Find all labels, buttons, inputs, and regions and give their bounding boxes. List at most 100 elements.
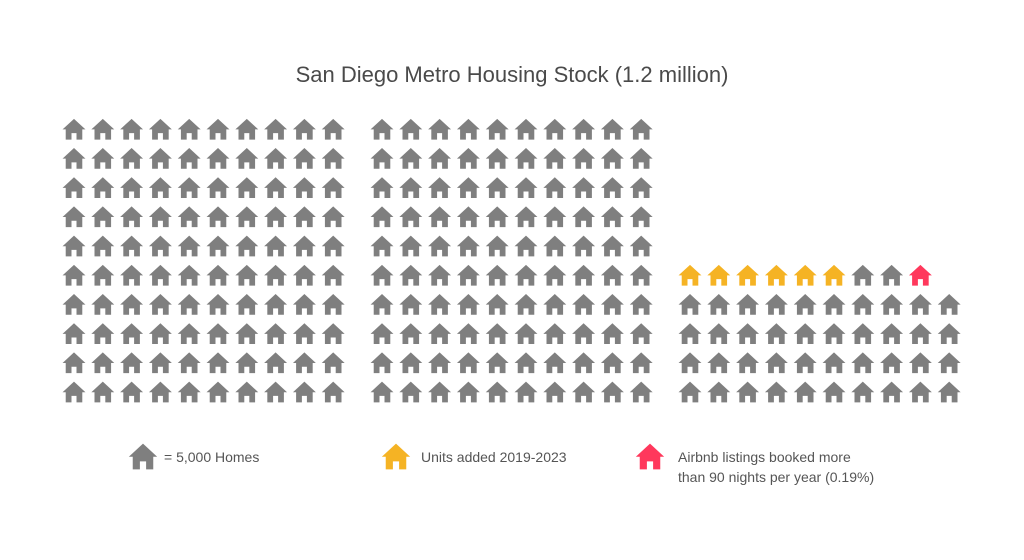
- house-icon: [206, 235, 230, 257]
- house-icon: [764, 294, 788, 315]
- chart-title: San Diego Metro Housing Stock (1.2 milli…: [296, 62, 729, 87]
- house-icon: [851, 264, 875, 286]
- house-icon: [91, 323, 115, 344]
- house-icon: [908, 323, 932, 344]
- house-icon: [148, 235, 172, 257]
- house-icon: [456, 323, 480, 344]
- house-icon: [120, 235, 144, 257]
- house-icon: [629, 118, 653, 140]
- house-icon: [399, 264, 423, 286]
- house-icon: [62, 148, 86, 169]
- house-icon: [62, 235, 86, 257]
- house-icon: [629, 206, 653, 228]
- house-icon: [399, 381, 423, 403]
- house-icon: [428, 118, 452, 140]
- house-icon: [148, 206, 172, 228]
- house-icon: [793, 352, 817, 374]
- house-icon: [543, 352, 567, 374]
- house-icon: [292, 323, 316, 344]
- house-icon: [206, 177, 230, 198]
- house-icon: [880, 264, 904, 286]
- legend-label-new-units: Units added 2019-2023: [421, 449, 567, 465]
- legend-house-icon: [128, 443, 158, 470]
- house-icon: [793, 381, 817, 403]
- house-icon: [62, 323, 86, 344]
- house-icon: [321, 323, 345, 344]
- legend-label-airbnb-line1: Airbnb listings booked more: [678, 449, 851, 465]
- house-icon: [264, 352, 288, 374]
- house-icon: [206, 323, 230, 344]
- house-icon: [572, 264, 596, 286]
- house-icon: [456, 235, 480, 257]
- house-icon: [572, 148, 596, 169]
- house-icon: [514, 323, 538, 344]
- house-icon: [91, 206, 115, 228]
- house-icon: [793, 294, 817, 315]
- house-icon: [62, 177, 86, 198]
- house-new-unit-icon: [736, 264, 760, 286]
- house-airbnb-icon: [908, 264, 932, 286]
- house-icon: [428, 148, 452, 169]
- house-icon: [793, 323, 817, 344]
- house-icon: [206, 264, 230, 286]
- house-icon: [235, 381, 259, 403]
- house-icon: [91, 352, 115, 374]
- house-icon: [399, 206, 423, 228]
- house-icon: [91, 381, 115, 403]
- house-icon: [736, 352, 760, 374]
- house-icon: [148, 118, 172, 140]
- house-icon: [572, 206, 596, 228]
- house-icon: [177, 381, 201, 403]
- house-icon: [399, 148, 423, 169]
- house-icon: [428, 235, 452, 257]
- house-icon: [292, 235, 316, 257]
- house-icon: [370, 206, 394, 228]
- house-icon: [292, 206, 316, 228]
- house-icon: [370, 381, 394, 403]
- legend: = 5,000 Homes Units added 2019-2023 Airb…: [128, 443, 874, 485]
- house-icon: [764, 381, 788, 403]
- house-icon: [292, 264, 316, 286]
- legend-label-homes: = 5,000 Homes: [164, 449, 259, 465]
- house-icon: [485, 206, 509, 228]
- house-icon: [543, 323, 567, 344]
- house-icon: [485, 264, 509, 286]
- house-icon: [485, 148, 509, 169]
- house-icon: [456, 352, 480, 374]
- house-icon: [148, 177, 172, 198]
- house-icon: [880, 294, 904, 315]
- house-icon: [514, 177, 538, 198]
- house-icon: [120, 206, 144, 228]
- house-new-unit-icon: [764, 264, 788, 286]
- house-icon: [514, 235, 538, 257]
- house-icon: [543, 264, 567, 286]
- house-icon: [851, 323, 875, 344]
- house-icon: [514, 381, 538, 403]
- house-icon: [264, 118, 288, 140]
- house-icon: [264, 148, 288, 169]
- house-icon: [235, 264, 259, 286]
- house-icon: [321, 294, 345, 315]
- house-icon: [177, 177, 201, 198]
- legend-house-yellow-icon: [381, 443, 411, 470]
- house-icon: [678, 294, 702, 315]
- house-icon: [399, 352, 423, 374]
- house-icon: [235, 177, 259, 198]
- house-icon: [707, 294, 731, 315]
- house-icon: [148, 381, 172, 403]
- house-icon: [370, 323, 394, 344]
- house-icon: [120, 352, 144, 374]
- house-icon: [148, 264, 172, 286]
- house-icon: [600, 381, 624, 403]
- house-icon: [370, 148, 394, 169]
- house-icon: [514, 352, 538, 374]
- house-icon: [514, 148, 538, 169]
- legend-item-new-units: Units added 2019-2023: [381, 443, 567, 470]
- house-icon: [629, 264, 653, 286]
- house-icon: [370, 235, 394, 257]
- house-icon: [600, 323, 624, 344]
- house-icon: [937, 352, 961, 374]
- house-icon: [543, 206, 567, 228]
- house-icon: [235, 294, 259, 315]
- house-icon: [292, 294, 316, 315]
